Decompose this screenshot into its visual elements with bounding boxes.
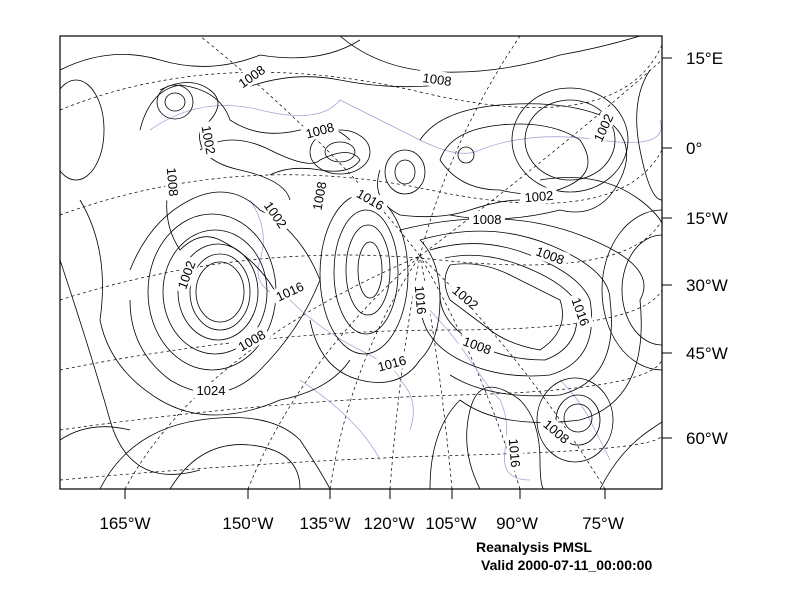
contour-label: 1016 [376,353,408,375]
contour-labels: 1008 1008 1008 1002 1002 1008 1002 1008 … [163,59,618,472]
contour-label: 1002 [524,188,554,205]
contour-label: 1024 [197,383,226,398]
bottom-axis-label: 135°W [299,514,350,533]
bottom-axis-label: 75°W [582,514,624,533]
right-axis-label: 30°W [686,276,728,295]
contour-label: 1008 [310,180,330,211]
map-frame [59,35,663,490]
right-axis-label: 60°W [686,429,728,448]
right-axis-label: 45°W [686,344,728,363]
bottom-axis [124,489,606,499]
bottom-axis-label: 105°W [425,514,476,533]
valid-time: Valid 2000-07-11_00:00:00 [481,557,653,573]
bottom-axis-label: 165°W [99,514,150,533]
bottom-axis-label: 150°W [222,514,273,533]
right-axis-label: 0° [686,139,702,158]
isobar-contours [60,36,662,489]
bottom-axis-label: 90°W [496,514,538,533]
map-title: Reanalysis PMSL [476,539,592,555]
contour-label: 1016 [274,279,307,305]
right-axis [662,57,672,439]
bottom-axis-label: 120°W [363,514,414,533]
contour-label: 1002 [199,124,219,155]
contour-label: 1016 [568,296,592,328]
contour-label: 1016 [506,438,523,468]
contour-label: 1016 [412,285,429,315]
contour-label: 1008 [473,212,502,227]
contour-label: 1008 [164,167,181,197]
right-axis-label: 15°E [686,49,723,68]
right-axis-label: 15°W [686,209,728,228]
contour-label: 1002 [175,259,199,291]
contour-label: 1008 [422,70,453,89]
contour-label: 1008 [304,120,336,142]
